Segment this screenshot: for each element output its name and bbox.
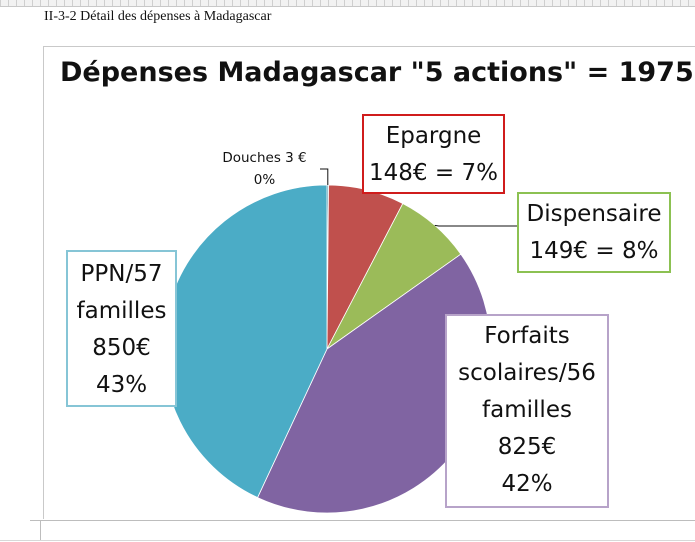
ruler-strip [0, 0, 695, 7]
slice-label-epargne: Epargne 148€ = 7% [362, 114, 505, 194]
section-heading: II-3-2 Détail des dépenses à Madagascar [44, 9, 272, 24]
slice-label-forfaits-line-2: scolaires/56 [458, 360, 596, 386]
slice-label-douches-line-1: Douches 3 € [222, 150, 307, 166]
slice-label-ppn-line-3: 850€ [92, 335, 151, 361]
slice-label-forfaits-line-3: familles [482, 397, 572, 423]
pie-svg [162, 168, 517, 514]
pie-chart: Dépenses Madagascar "5 actions" = 1975 €… [43, 46, 695, 519]
chart-title: Dépenses Madagascar "5 actions" = 1975 € [60, 57, 695, 88]
slice-label-dispensaire-line-1: Dispensaire [526, 201, 662, 227]
slice-label-dispensaire-line-2: 149€ = 8% [529, 238, 659, 264]
slice-label-ppn: PPN/57 familles 850€ 43% [66, 250, 177, 407]
slice-label-douches-line-2: 0% [253, 172, 276, 188]
slice-label-forfaits-line-4: 825€ [497, 434, 557, 460]
slice-label-epargne-line-1: Epargne [385, 123, 482, 149]
slice-label-douches: Douches 3 € 0% [212, 147, 317, 191]
slice-label-ppn-line-4: 43% [95, 372, 148, 398]
slice-label-forfaits-line-5: 42% [501, 471, 553, 497]
slice-label-ppn-line-2: familles [76, 298, 167, 324]
leader-line-douches [320, 168, 329, 185]
bottom-border [0, 540, 695, 541]
slice-label-forfaits-line-1: Forfaits [484, 323, 570, 349]
slice-label-dispensaire: Dispensaire 149€ = 8% [517, 192, 671, 273]
slice-label-forfaits-scolaires: Forfaits scolaires/56 familles 825€ 42% [445, 314, 609, 508]
page-rule-vertical [40, 520, 41, 540]
slice-label-ppn-line-1: PPN/57 [80, 261, 163, 287]
leader-line-dispensaire [434, 224, 517, 227]
page-rule [30, 520, 695, 521]
slice-label-epargne-line-2: 148€ = 7% [369, 160, 498, 186]
